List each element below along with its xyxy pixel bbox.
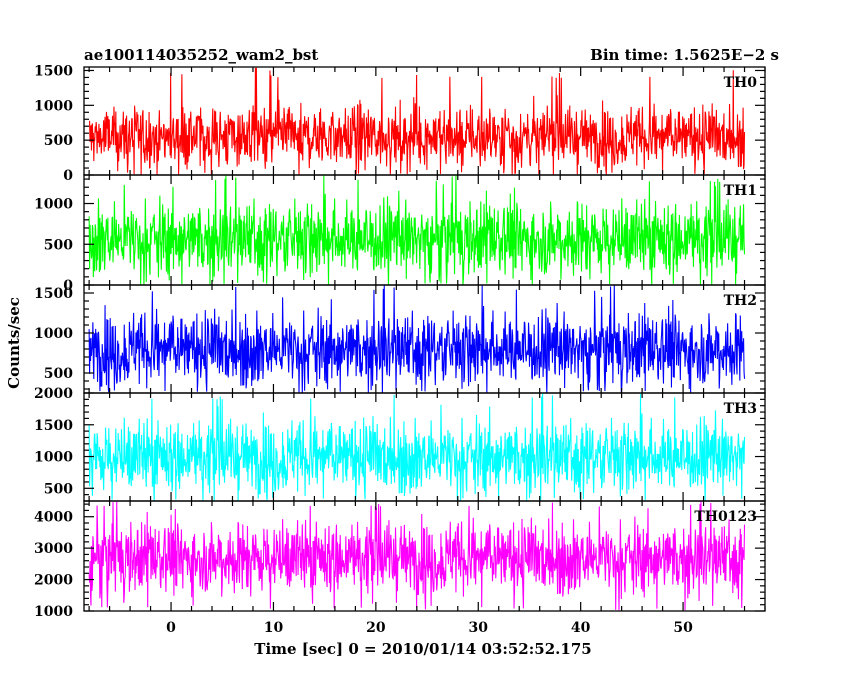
- panel-th0: 0 500 1000 1500 TH0: [34, 63, 766, 184]
- y-tick-label: 1000: [34, 326, 73, 342]
- series-th3-trace: [88, 393, 746, 501]
- y-tick-label: 2000: [34, 573, 73, 589]
- y-tick-label: 1000: [34, 604, 73, 620]
- y-axis-label: Counts/sec: [5, 297, 23, 389]
- series-th0123-trace: [88, 501, 746, 611]
- panel-label-th2: TH2: [724, 293, 757, 309]
- panels-group: 0 500 1000 1500 TH0 0 500 1000 TH1 500 1000 1500 TH2…: [34, 63, 766, 620]
- panel-label-th0: TH0: [724, 75, 758, 91]
- panel-th2: 500 1000 1500 TH2: [34, 284, 766, 394]
- series-th0-trace: [89, 67, 746, 175]
- series-th2-trace: [88, 285, 746, 393]
- y-tick-label: 0: [63, 168, 73, 184]
- y-tick-label: 500: [44, 133, 73, 149]
- y-tick-label: 3000: [34, 541, 73, 557]
- y-tick-label: 1500: [34, 418, 73, 434]
- x-tick-label: 20: [366, 620, 386, 636]
- panel-label-th0123: TH0123: [694, 509, 757, 525]
- series-th1-trace: [88, 175, 746, 285]
- panel-label-th1: TH1: [724, 183, 757, 199]
- x-tick-label: 30: [469, 620, 489, 636]
- y-tick-label: 1500: [34, 286, 73, 302]
- y-tick-label: 500: [44, 366, 73, 382]
- panel-th1: 0 500 1000 TH1: [34, 174, 766, 294]
- y-tick-label: 2000: [34, 386, 73, 402]
- y-tick-label: 0: [63, 278, 73, 294]
- x-tick-label: 40: [571, 620, 591, 636]
- y-tick-label: 1500: [34, 63, 73, 79]
- y-tick-label: 500: [44, 481, 73, 497]
- title-left: ae100114035252_wam2_bst: [84, 46, 318, 64]
- y-tick-label: 500: [44, 237, 73, 253]
- y-tick-label: 1000: [34, 197, 73, 213]
- y-tick-label: 1000: [34, 98, 73, 114]
- x-tick-label: 10: [264, 620, 284, 636]
- panel-th0123: 1000 2000 3000 4000 TH0123: [34, 500, 766, 620]
- x-axis-label: Time [sec] 0 = 2010/01/14 03:52:52.175: [254, 640, 591, 658]
- x-axis: 0 10 20 30 40 50: [166, 620, 693, 636]
- panel-th3: 500 1000 1500 2000 TH3: [34, 386, 766, 502]
- y-tick-label: 1000: [34, 450, 73, 466]
- title-right: Bin time: 1.5625E−2 s: [590, 46, 779, 64]
- panel-label-th3: TH3: [724, 401, 757, 417]
- panel-frame: [83, 500, 766, 612]
- y-tick-label: 4000: [34, 510, 73, 526]
- x-tick-label: 0: [166, 620, 176, 636]
- x-tick-label: 50: [673, 620, 693, 636]
